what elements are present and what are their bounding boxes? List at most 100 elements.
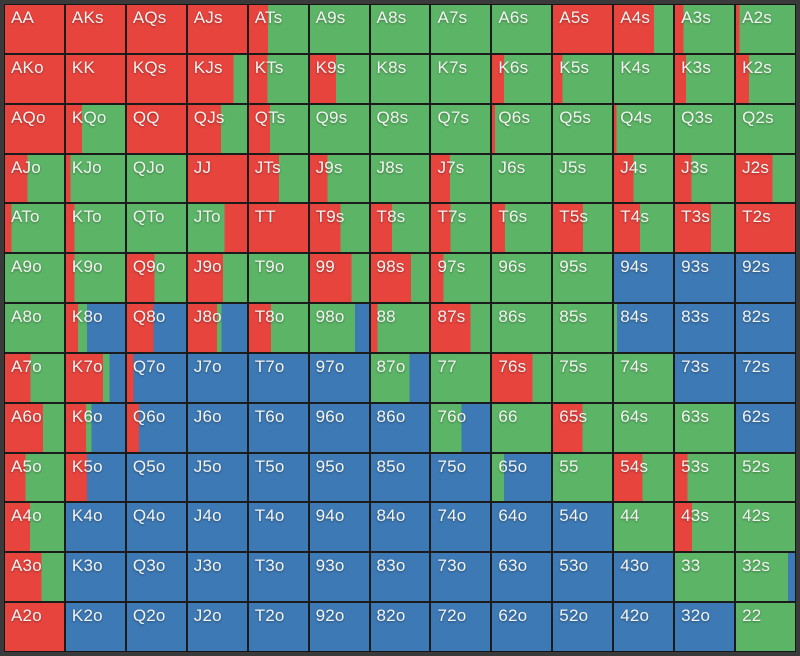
hand-cell-K6s[interactable]: K6s <box>492 54 552 103</box>
hand-cell-J3s[interactable]: J3s <box>675 154 735 203</box>
hand-cell-43o[interactable]: 43o <box>614 553 674 602</box>
hand-cell-K8s[interactable]: K8s <box>370 54 430 103</box>
hand-cell-T3s[interactable]: T3s <box>675 204 735 253</box>
hand-cell-T4o[interactable]: T4o <box>248 503 308 552</box>
hand-cell-JJ[interactable]: JJ <box>187 154 247 203</box>
hand-cell-A3o[interactable]: A3o <box>5 553 64 602</box>
hand-cell-74o[interactable]: 74o <box>431 503 491 552</box>
hand-cell-JTo[interactable]: JTo <box>187 204 247 253</box>
hand-cell-Q6s[interactable]: Q6s <box>492 104 552 153</box>
hand-cell-T3o[interactable]: T3o <box>248 553 308 602</box>
hand-cell-32s[interactable]: 32s <box>736 553 795 602</box>
hand-cell-66[interactable]: 66 <box>492 403 552 452</box>
hand-cell-72s[interactable]: 72s <box>736 353 795 402</box>
hand-cell-53o[interactable]: 53o <box>553 553 613 602</box>
hand-cell-A3s[interactable]: A3s <box>675 5 735 53</box>
hand-cell-AQo[interactable]: AQo <box>5 104 64 153</box>
hand-cell-63o[interactable]: 63o <box>492 553 552 602</box>
hand-cell-86o[interactable]: 86o <box>370 403 430 452</box>
hand-cell-QQ[interactable]: QQ <box>126 104 186 153</box>
hand-cell-A8o[interactable]: A8o <box>5 304 64 352</box>
hand-cell-76o[interactable]: 76o <box>431 403 491 452</box>
hand-cell-83o[interactable]: 83o <box>370 553 430 602</box>
hand-cell-65o[interactable]: 65o <box>492 453 552 502</box>
hand-cell-43s[interactable]: 43s <box>675 503 735 552</box>
hand-cell-K4o[interactable]: K4o <box>65 503 125 552</box>
hand-cell-KJo[interactable]: KJo <box>65 154 125 203</box>
hand-cell-A4o[interactable]: A4o <box>5 503 64 552</box>
hand-cell-82o[interactable]: 82o <box>370 603 430 651</box>
hand-cell-A2s[interactable]: A2s <box>736 5 795 53</box>
hand-cell-73s[interactable]: 73s <box>675 353 735 402</box>
hand-cell-62o[interactable]: 62o <box>492 603 552 651</box>
hand-cell-A5o[interactable]: A5o <box>5 453 64 502</box>
hand-cell-Q7o[interactable]: Q7o <box>126 353 186 402</box>
hand-cell-88[interactable]: 88 <box>370 304 430 352</box>
hand-cell-J3o[interactable]: J3o <box>187 553 247 602</box>
hand-cell-96o[interactable]: 96o <box>309 403 369 452</box>
hand-cell-55[interactable]: 55 <box>553 453 613 502</box>
hand-cell-K9s[interactable]: K9s <box>309 54 369 103</box>
hand-cell-T2o[interactable]: T2o <box>248 603 308 651</box>
hand-cell-97o[interactable]: 97o <box>309 353 369 402</box>
hand-cell-A4s[interactable]: A4s <box>614 5 674 53</box>
hand-cell-94s[interactable]: 94s <box>614 254 674 303</box>
hand-cell-85o[interactable]: 85o <box>370 453 430 502</box>
hand-cell-77[interactable]: 77 <box>431 353 491 402</box>
hand-cell-J2s[interactable]: J2s <box>736 154 795 203</box>
hand-cell-Q7s[interactable]: Q7s <box>431 104 491 153</box>
hand-cell-76s[interactable]: 76s <box>492 353 552 402</box>
hand-cell-64o[interactable]: 64o <box>492 503 552 552</box>
hand-cell-98s[interactable]: 98s <box>370 254 430 303</box>
hand-cell-J6s[interactable]: J6s <box>492 154 552 203</box>
hand-cell-AA[interactable]: AA <box>5 5 64 53</box>
hand-cell-33[interactable]: 33 <box>675 553 735 602</box>
hand-cell-T6s[interactable]: T6s <box>492 204 552 253</box>
hand-cell-J5o[interactable]: J5o <box>187 453 247 502</box>
hand-cell-T5s[interactable]: T5s <box>553 204 613 253</box>
hand-cell-A6o[interactable]: A6o <box>5 403 64 452</box>
hand-cell-KTo[interactable]: KTo <box>65 204 125 253</box>
hand-cell-AQs[interactable]: AQs <box>126 5 186 53</box>
hand-cell-95s[interactable]: 95s <box>553 254 613 303</box>
hand-cell-A9s[interactable]: A9s <box>309 5 369 53</box>
hand-cell-42o[interactable]: 42o <box>614 603 674 651</box>
hand-cell-87o[interactable]: 87o <box>370 353 430 402</box>
hand-cell-T7s[interactable]: T7s <box>431 204 491 253</box>
hand-cell-98o[interactable]: 98o <box>309 304 369 352</box>
hand-cell-K6o[interactable]: K6o <box>65 403 125 452</box>
hand-cell-A2o[interactable]: A2o <box>5 603 64 651</box>
hand-cell-96s[interactable]: 96s <box>492 254 552 303</box>
hand-cell-QJs[interactable]: QJs <box>187 104 247 153</box>
hand-cell-A7s[interactable]: A7s <box>431 5 491 53</box>
hand-cell-T5o[interactable]: T5o <box>248 453 308 502</box>
hand-cell-63s[interactable]: 63s <box>675 403 735 452</box>
hand-cell-K2s[interactable]: K2s <box>736 54 795 103</box>
hand-cell-64s[interactable]: 64s <box>614 403 674 452</box>
hand-cell-52o[interactable]: 52o <box>553 603 613 651</box>
hand-cell-Q8s[interactable]: Q8s <box>370 104 430 153</box>
hand-cell-72o[interactable]: 72o <box>431 603 491 651</box>
hand-cell-86s[interactable]: 86s <box>492 304 552 352</box>
hand-cell-KK[interactable]: KK <box>65 54 125 103</box>
hand-cell-Q9o[interactable]: Q9o <box>126 254 186 303</box>
hand-cell-K7s[interactable]: K7s <box>431 54 491 103</box>
hand-cell-54o[interactable]: 54o <box>553 503 613 552</box>
hand-cell-92s[interactable]: 92s <box>736 254 795 303</box>
hand-cell-Q4o[interactable]: Q4o <box>126 503 186 552</box>
hand-cell-T9s[interactable]: T9s <box>309 204 369 253</box>
hand-cell-KQo[interactable]: KQo <box>65 104 125 153</box>
hand-cell-A8s[interactable]: A8s <box>370 5 430 53</box>
hand-cell-KJs[interactable]: KJs <box>187 54 247 103</box>
hand-cell-J8o[interactable]: J8o <box>187 304 247 352</box>
hand-cell-Q9s[interactable]: Q9s <box>309 104 369 153</box>
hand-cell-Q5o[interactable]: Q5o <box>126 453 186 502</box>
hand-cell-K7o[interactable]: K7o <box>65 353 125 402</box>
hand-cell-J2o[interactable]: J2o <box>187 603 247 651</box>
hand-cell-75s[interactable]: 75s <box>553 353 613 402</box>
hand-cell-54s[interactable]: 54s <box>614 453 674 502</box>
hand-cell-J6o[interactable]: J6o <box>187 403 247 452</box>
hand-cell-J4o[interactable]: J4o <box>187 503 247 552</box>
hand-cell-75o[interactable]: 75o <box>431 453 491 502</box>
hand-cell-T4s[interactable]: T4s <box>614 204 674 253</box>
